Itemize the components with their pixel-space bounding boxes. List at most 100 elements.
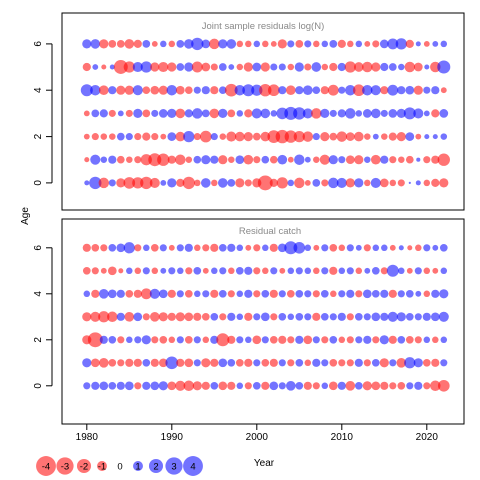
residual-bubble xyxy=(345,84,356,96)
residual-bubble xyxy=(227,358,236,367)
residual-bubble xyxy=(99,109,108,118)
residual-bubble xyxy=(116,155,125,164)
x-axis-title: Year xyxy=(254,458,275,469)
residual-bubble xyxy=(141,335,151,345)
residual-bubble xyxy=(414,313,422,321)
residual-bubble xyxy=(201,86,210,95)
residual-bubble xyxy=(379,335,389,345)
residual-bubble xyxy=(160,133,167,140)
residual-bubble xyxy=(107,289,117,299)
residual-bubble xyxy=(82,266,91,275)
residual-bubble xyxy=(404,61,416,73)
residual-bubble xyxy=(158,85,168,95)
residual-bubble xyxy=(123,177,136,189)
residual-bubble xyxy=(415,244,422,252)
residual-bubble xyxy=(151,40,158,47)
residual-bubble xyxy=(244,109,253,118)
residual-bubble xyxy=(287,179,295,187)
residual-bubble xyxy=(321,267,329,275)
residual-bubble xyxy=(82,62,91,72)
residual-bubble xyxy=(313,267,320,275)
residual-bubble xyxy=(218,289,227,298)
residual-bubble xyxy=(370,85,381,96)
residual-bubble xyxy=(440,87,447,94)
legend-bubble xyxy=(183,456,203,476)
residual-bubble xyxy=(201,39,211,49)
residual-bubble xyxy=(91,109,100,118)
x-tick-label: 1980 xyxy=(76,432,99,443)
residual-bubble xyxy=(125,289,134,298)
residual-bubble xyxy=(439,178,449,188)
residual-bubble xyxy=(423,336,431,344)
residual-bubble xyxy=(200,178,211,188)
residual-bubble xyxy=(175,85,185,95)
residual-bubble xyxy=(184,86,193,95)
residual-bubble xyxy=(423,244,431,252)
residual-bubble xyxy=(269,289,278,298)
residual-bubble xyxy=(168,267,176,275)
residual-bubble xyxy=(142,132,151,141)
residual-bubble xyxy=(407,245,413,251)
residual-bubble xyxy=(253,290,261,298)
residual-bubble xyxy=(337,62,346,72)
residual-bubble xyxy=(167,132,177,141)
residual-bubble xyxy=(432,134,438,140)
residual-bubble xyxy=(321,63,329,71)
residual-bubble xyxy=(176,63,185,71)
residual-bubble xyxy=(184,289,193,298)
residual-bubble xyxy=(269,155,278,164)
residual-bubble xyxy=(227,179,236,187)
residual-bubble xyxy=(132,177,144,189)
residual-bubble xyxy=(403,107,416,120)
residual-bubble xyxy=(389,179,397,187)
y-axis-top: 0 2 4 6 xyxy=(33,41,53,186)
residual-bubble xyxy=(380,312,389,321)
x-tick-label: 2000 xyxy=(246,432,269,443)
residual-bubble xyxy=(210,133,218,141)
residual-bubble xyxy=(235,358,244,367)
residual-bubble xyxy=(126,267,133,275)
residual-bubble xyxy=(287,40,295,48)
residual-bubble xyxy=(370,108,381,119)
residual-bubble xyxy=(371,266,380,275)
residual-bubble xyxy=(431,178,440,188)
residual-bubble xyxy=(227,381,236,390)
residual-bubble xyxy=(201,109,210,118)
residual-bubble xyxy=(338,336,346,344)
residual-bubble xyxy=(437,153,450,166)
residual-bubble xyxy=(91,243,100,252)
residual-bubble xyxy=(252,132,261,141)
residual-bubble xyxy=(202,267,209,274)
residual-bubble xyxy=(244,266,253,275)
residual-bubble xyxy=(423,156,431,164)
residual-bubble xyxy=(437,60,451,74)
residual-bubble xyxy=(371,312,381,322)
residual-bubble xyxy=(182,176,195,190)
residual-bubble xyxy=(278,290,286,298)
y-tick-label: 4 xyxy=(33,291,44,297)
residual-bubble xyxy=(125,109,133,117)
residual-bubble xyxy=(184,358,194,368)
residual-bubble xyxy=(251,108,262,119)
residual-bubble xyxy=(278,86,287,95)
residual-bubble xyxy=(319,154,330,165)
residual-bubble xyxy=(151,267,159,275)
residual-bubble xyxy=(278,382,286,390)
legend-bubble xyxy=(165,457,183,475)
residual-bubble xyxy=(321,40,329,48)
residual-bubble xyxy=(82,243,91,252)
residual-bubble xyxy=(304,156,311,163)
residual-bubble xyxy=(117,110,124,117)
residual-bubble xyxy=(80,84,93,97)
residual-bubble xyxy=(253,313,261,321)
residual-bubble xyxy=(312,312,321,321)
residual-bubble xyxy=(236,40,244,48)
residual-bubble xyxy=(193,86,201,94)
residual-bubble xyxy=(184,109,193,118)
residual-bubble xyxy=(177,267,184,275)
residual-bubble xyxy=(243,154,254,165)
residual-bubble xyxy=(295,267,303,275)
residual-bubble xyxy=(388,109,398,118)
residual-bubble xyxy=(228,267,235,275)
residual-bubble xyxy=(371,62,381,72)
